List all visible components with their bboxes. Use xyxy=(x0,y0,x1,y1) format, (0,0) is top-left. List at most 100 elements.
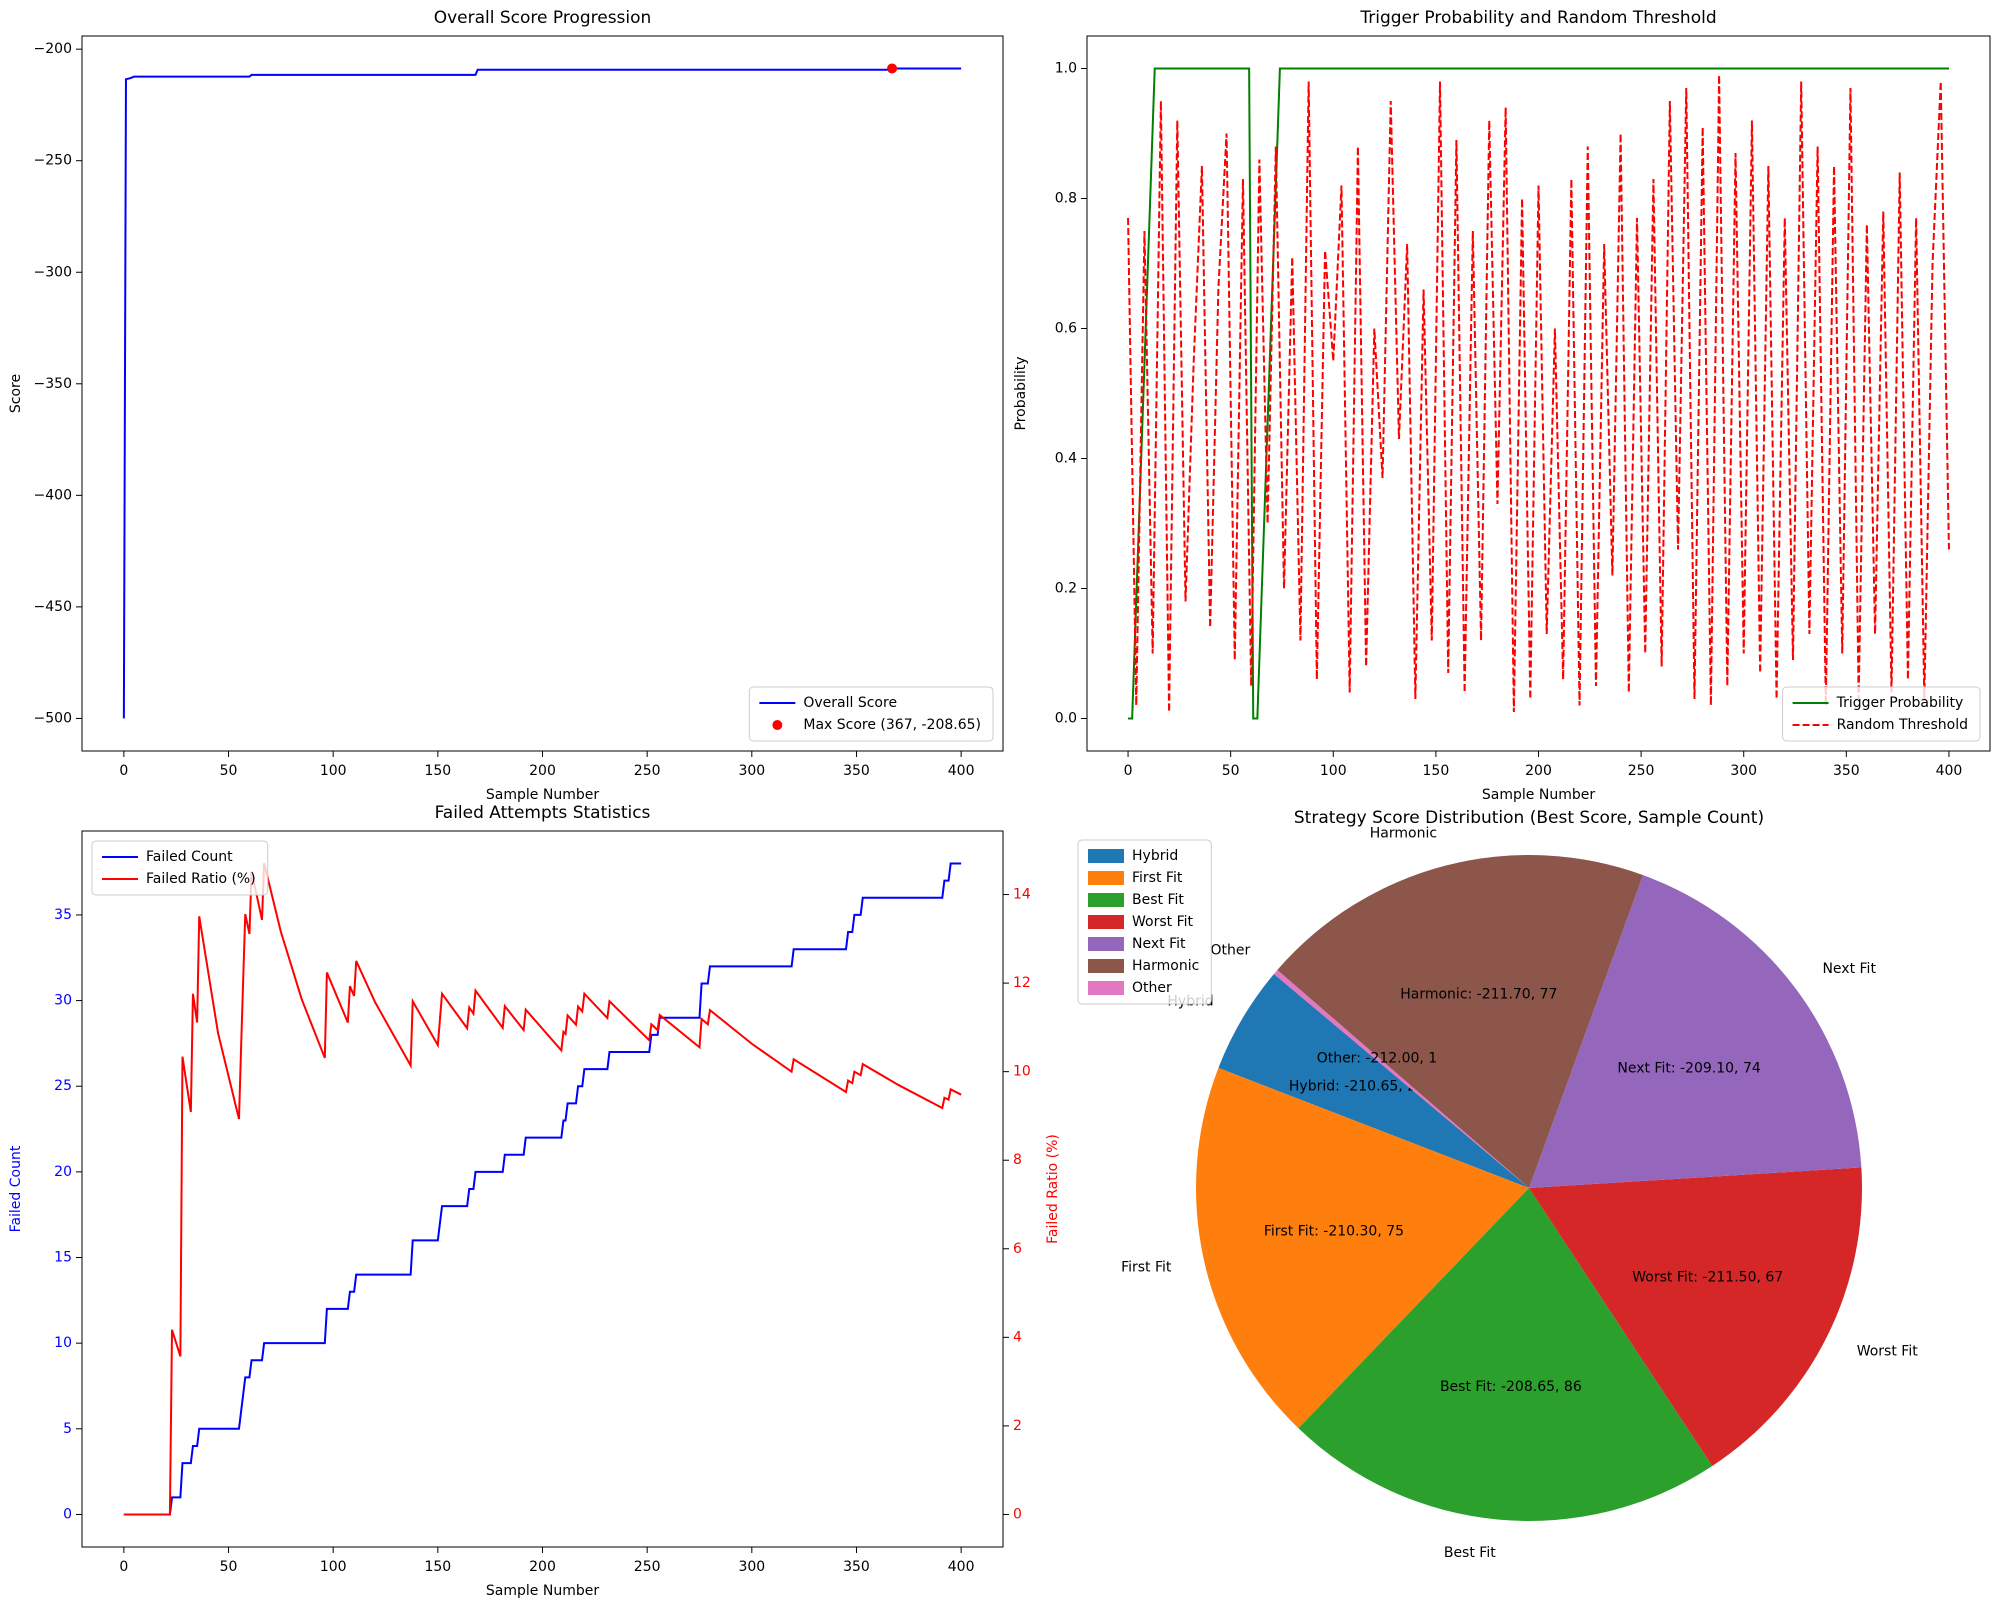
x-tick-label: 250 xyxy=(634,763,661,779)
y2-tick-label: 12 xyxy=(1013,975,1031,991)
x-tick-label: 0 xyxy=(119,763,128,779)
y-tick-label: 0.0 xyxy=(1055,711,1077,727)
y2-tick-label: 6 xyxy=(1013,1241,1022,1257)
legend-frame xyxy=(1782,686,1981,742)
slice-value-label: Harmonic: -211.70, 77 xyxy=(1400,987,1557,1003)
chart-title: Strategy Score Distribution (Best Score,… xyxy=(1294,808,1764,828)
legend: Failed Count Failed Ratio (%) xyxy=(91,840,269,896)
legend-label: Max Score (367, -208.65) xyxy=(803,717,981,733)
y-tick-label: 15 xyxy=(54,1250,72,1266)
plot-frame xyxy=(81,830,1004,1548)
x-tick-label: 200 xyxy=(1525,763,1552,779)
x-tick-label: 150 xyxy=(424,1559,451,1575)
pie-slice xyxy=(1196,1067,1529,1429)
x-axis-label: Sample Number xyxy=(486,1583,599,1599)
y-tick-label: −400 xyxy=(34,487,72,503)
legend-patch xyxy=(1088,849,1124,863)
y2-tick-label: 2 xyxy=(1013,1418,1022,1434)
series-line xyxy=(123,862,962,1516)
pie-slice xyxy=(1273,969,1529,1188)
x-tick-label: 100 xyxy=(1320,763,1347,779)
pie-slice xyxy=(1529,875,1862,1188)
pie-slice xyxy=(1529,1167,1863,1467)
legend-label: Worst Fit xyxy=(1132,914,1194,930)
slice-value-label: Best Fit: -208.65, 86 xyxy=(1440,1379,1582,1395)
chart-title: Trigger Probability and Random Threshold xyxy=(1359,8,1716,28)
y-tick-label: −250 xyxy=(34,153,72,169)
y-tick-label: 10 xyxy=(54,1335,72,1351)
legend-frame xyxy=(748,686,994,742)
slice-value-label: Next Fit: -209.10, 74 xyxy=(1617,1060,1760,1076)
x-tick-label: 350 xyxy=(843,1559,870,1575)
y-tick-label: 25 xyxy=(54,1078,72,1094)
x-tick-label: 400 xyxy=(1936,763,1963,779)
x-tick-label: 150 xyxy=(424,763,451,779)
pie-slice xyxy=(1218,973,1529,1188)
legend-label: Failed Ratio (%) xyxy=(146,871,256,887)
x-tick-label: 50 xyxy=(220,1559,238,1575)
legend: Overall Score Max Score (367, -208.65) xyxy=(748,686,994,742)
legend: Hybrid First Fit Best Fit Worst Fit Next Fit… xyxy=(1077,839,1212,1005)
legend-label: Harmonic xyxy=(1132,958,1199,974)
plot-frame xyxy=(1086,35,1991,752)
y-tick-label: 0.6 xyxy=(1055,321,1077,337)
slice-value-label: Hybrid: -210.65, 21 xyxy=(1289,1078,1425,1094)
x-tick-label: 0 xyxy=(119,1559,128,1575)
chart-title: Overall Score Progression xyxy=(434,8,652,28)
legend-marker xyxy=(772,720,783,730)
y2-tick-label: 10 xyxy=(1013,1064,1031,1080)
y-tick-label: −200 xyxy=(34,41,72,57)
series-line xyxy=(1127,74,1950,713)
x-tick-label: 100 xyxy=(320,763,347,779)
y-tick-label: −500 xyxy=(34,710,72,726)
x-tick-label: 50 xyxy=(1222,763,1240,779)
x-tick-label: 150 xyxy=(1423,763,1450,779)
slice-value-label: First Fit: -210.30, 75 xyxy=(1264,1223,1404,1239)
legend: Trigger Probability Random Threshold xyxy=(1782,686,1981,742)
legend-label: Overall Score xyxy=(803,695,897,711)
legend-patch xyxy=(1088,915,1124,929)
legend-patch xyxy=(1088,959,1124,973)
x-tick-label: 300 xyxy=(1730,763,1757,779)
data-point xyxy=(887,63,898,74)
x-tick-label: 400 xyxy=(948,1559,975,1575)
x-tick-label: 300 xyxy=(738,763,765,779)
legend-label: First Fit xyxy=(1132,870,1183,886)
y2-tick-label: 14 xyxy=(1013,887,1031,903)
y2-tick-label: 8 xyxy=(1013,1152,1022,1168)
series-line xyxy=(123,862,962,1516)
legend-patch xyxy=(1088,981,1124,995)
y2-tick-label: 0 xyxy=(1013,1506,1022,1522)
y-axis-label: Score xyxy=(8,374,24,413)
legend-frame xyxy=(91,840,269,896)
y-tick-label: 20 xyxy=(54,1164,72,1180)
legend-label: Trigger Probability xyxy=(1836,695,1964,711)
y-tick-label: 1.0 xyxy=(1055,61,1077,77)
slice-label: Worst Fit xyxy=(1857,1344,1919,1360)
x-tick-label: 200 xyxy=(529,1559,556,1575)
y-axis-label: Failed Count xyxy=(8,1145,24,1232)
y-tick-label: 35 xyxy=(54,907,72,923)
x-tick-label: 0 xyxy=(1124,763,1133,779)
x-tick-label: 350 xyxy=(1833,763,1860,779)
x-tick-label: 100 xyxy=(320,1559,347,1575)
x-tick-label: 300 xyxy=(738,1559,765,1575)
legend-label: Hybrid xyxy=(1132,848,1178,864)
y-tick-label: 0.4 xyxy=(1055,451,1077,467)
legend-label: Random Threshold xyxy=(1837,717,1968,733)
pie-slice xyxy=(1277,855,1644,1188)
legend-patch xyxy=(1088,937,1124,951)
y-tick-label: 0.8 xyxy=(1055,191,1077,207)
x-axis-label: Sample Number xyxy=(486,787,599,803)
slice-value-label: Other: -212.00, 1 xyxy=(1317,1050,1438,1066)
pie-slice xyxy=(1298,1188,1713,1521)
legend-label: Failed Count xyxy=(146,849,233,865)
slice-label: First Fit xyxy=(1121,1259,1172,1275)
y2-tick-label: 4 xyxy=(1013,1329,1022,1345)
y-tick-label: 0.2 xyxy=(1055,581,1077,597)
y-axis-label: Probability xyxy=(1013,356,1029,430)
slice-value-label: Worst Fit: -211.50, 67 xyxy=(1632,1269,1783,1285)
slice-label: Harmonic xyxy=(1370,825,1437,841)
y-tick-label: −350 xyxy=(34,376,72,392)
